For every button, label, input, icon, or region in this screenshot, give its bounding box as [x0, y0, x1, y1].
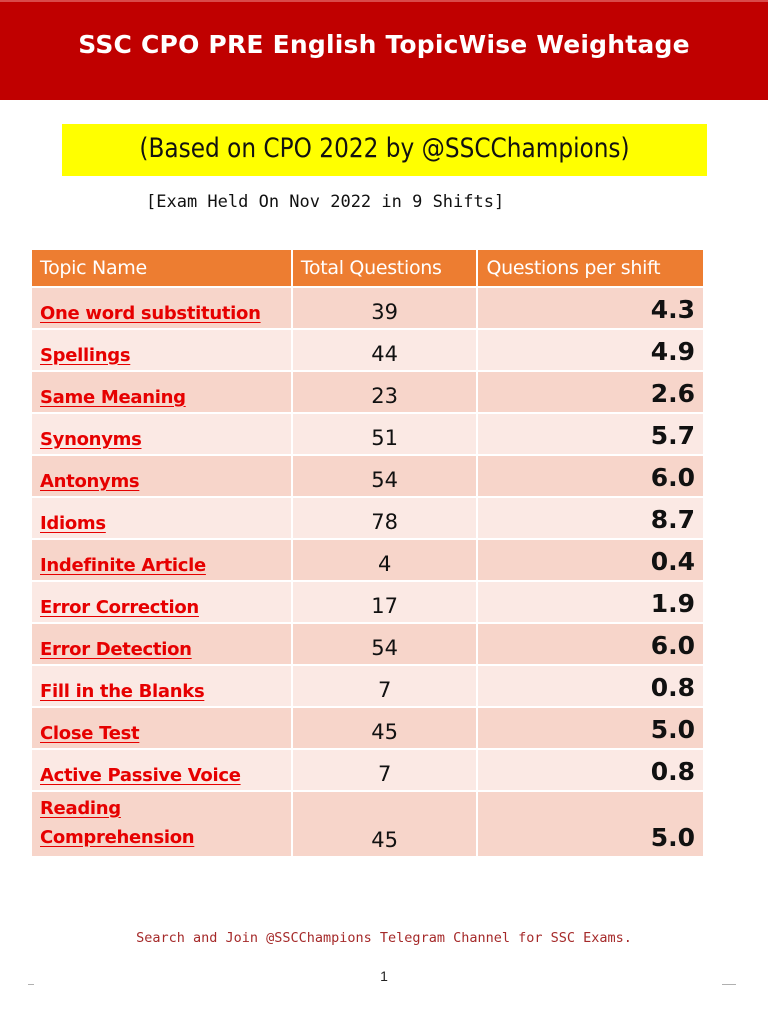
questions-per-shift: 5.0 — [476, 706, 705, 750]
topic-link[interactable]: Active Passive Voice — [30, 748, 293, 792]
topic-line-2[interactable]: Comprehension — [40, 827, 195, 848]
table-row: Fill in the Blanks 7 0.8 — [30, 664, 705, 708]
total-questions: 7 — [290, 664, 479, 708]
table-row: Synonyms 51 5.7 — [30, 412, 705, 456]
topic-link[interactable]: One word substitution — [30, 286, 293, 330]
total-questions: 7 — [290, 748, 479, 792]
page-edge-mark-left — [28, 984, 34, 985]
topic-link[interactable]: Antonyms — [30, 454, 293, 498]
topic-link[interactable]: Indefinite Article — [30, 538, 293, 582]
total-questions: 17 — [290, 580, 479, 624]
total-questions: 23 — [290, 370, 479, 414]
table-row: One word substitution 39 4.3 — [30, 286, 705, 330]
total-questions: 45 — [290, 706, 479, 750]
table-row: Close Test 45 5.0 — [30, 706, 705, 750]
topic-link[interactable]: Error Detection — [30, 622, 293, 666]
total-questions: 51 — [290, 412, 479, 456]
table-row: Spellings 44 4.9 — [30, 328, 705, 372]
topic-link[interactable]: Fill in the Blanks — [30, 664, 293, 708]
total-questions: 54 — [290, 622, 479, 666]
table-row: Indefinite Article 4 0.4 — [30, 538, 705, 582]
table-row: Idioms 78 8.7 — [30, 496, 705, 540]
questions-per-shift: 6.0 — [476, 622, 705, 666]
total-questions: 39 — [290, 286, 479, 330]
questions-per-shift: 0.4 — [476, 538, 705, 582]
table-row: Same Meaning 23 2.6 — [30, 370, 705, 414]
page-edge-mark-right — [722, 984, 736, 985]
table-row: Reading Comprehension 45 5.0 — [30, 790, 705, 858]
topic-line-1[interactable]: Reading — [40, 798, 121, 819]
header-questions-per-shift: Questions per shift — [476, 248, 705, 288]
questions-per-shift: 1.9 — [476, 580, 705, 624]
topic-link[interactable]: Close Test — [30, 706, 293, 750]
questions-per-shift: 4.3 — [476, 286, 705, 330]
topic-link[interactable]: Same Meaning — [30, 370, 293, 414]
subtitle-highlight: (Based on CPO 2022 by @SSCChampions) — [62, 124, 707, 176]
total-questions: 54 — [290, 454, 479, 498]
topic-link[interactable]: Idioms — [30, 496, 293, 540]
table-row: Active Passive Voice 7 0.8 — [30, 748, 705, 792]
questions-per-shift: 0.8 — [476, 664, 705, 708]
table-row: Error Detection 54 6.0 — [30, 622, 705, 666]
weightage-table: Topic Name Total Questions Questions per… — [30, 248, 705, 858]
questions-per-shift: 2.6 — [476, 370, 705, 414]
table-row: Antonyms 54 6.0 — [30, 454, 705, 498]
page-number: 1 — [380, 968, 388, 984]
header-topic-name: Topic Name — [30, 248, 293, 288]
topic-link[interactable]: Error Correction — [30, 580, 293, 624]
questions-per-shift: 8.7 — [476, 496, 705, 540]
questions-per-shift: 6.0 — [476, 454, 705, 498]
total-questions: 78 — [290, 496, 479, 540]
questions-per-shift: 5.0 — [476, 790, 705, 858]
topic-link[interactable]: Synonyms — [30, 412, 293, 456]
questions-per-shift: 0.8 — [476, 748, 705, 792]
page-title: SSC CPO PRE English TopicWise Weightage — [78, 30, 690, 59]
table-row: Error Correction 17 1.9 — [30, 580, 705, 624]
telegram-promo-note: Search and Join @SSCChampions Telegram C… — [136, 930, 632, 946]
topic-link[interactable]: Spellings — [30, 328, 293, 372]
questions-per-shift: 5.7 — [476, 412, 705, 456]
total-questions: 4 — [290, 538, 479, 582]
total-questions: 44 — [290, 328, 479, 372]
topic-link[interactable]: Reading Comprehension — [30, 790, 293, 858]
subtitle: (Based on CPO 2022 by @SSCChampions) — [139, 133, 630, 164]
header-total-questions: Total Questions — [290, 248, 479, 288]
exam-note: [Exam Held On Nov 2022 in 9 Shifts] — [146, 192, 505, 212]
table-header-row: Topic Name Total Questions Questions per… — [30, 248, 705, 288]
title-banner: SSC CPO PRE English TopicWise Weightage — [0, 0, 768, 100]
total-questions: 45 — [290, 790, 479, 858]
questions-per-shift: 4.9 — [476, 328, 705, 372]
